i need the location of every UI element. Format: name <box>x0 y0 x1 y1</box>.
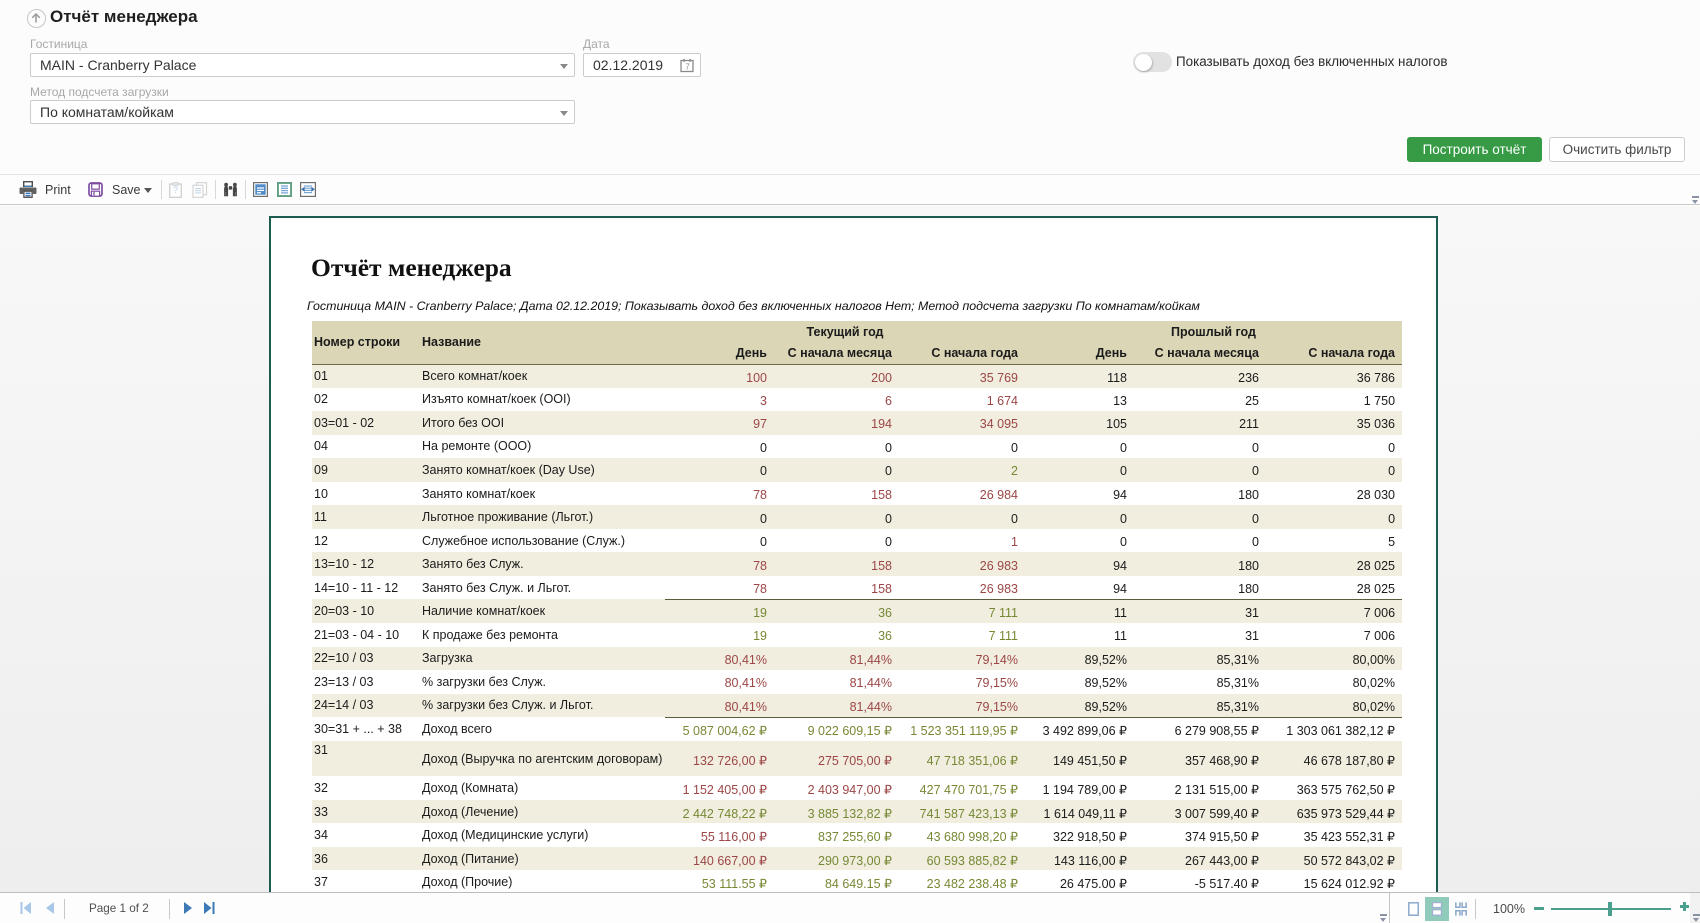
svg-text:?: ? <box>173 185 178 195</box>
svg-text:7: 7 <box>685 63 690 72</box>
